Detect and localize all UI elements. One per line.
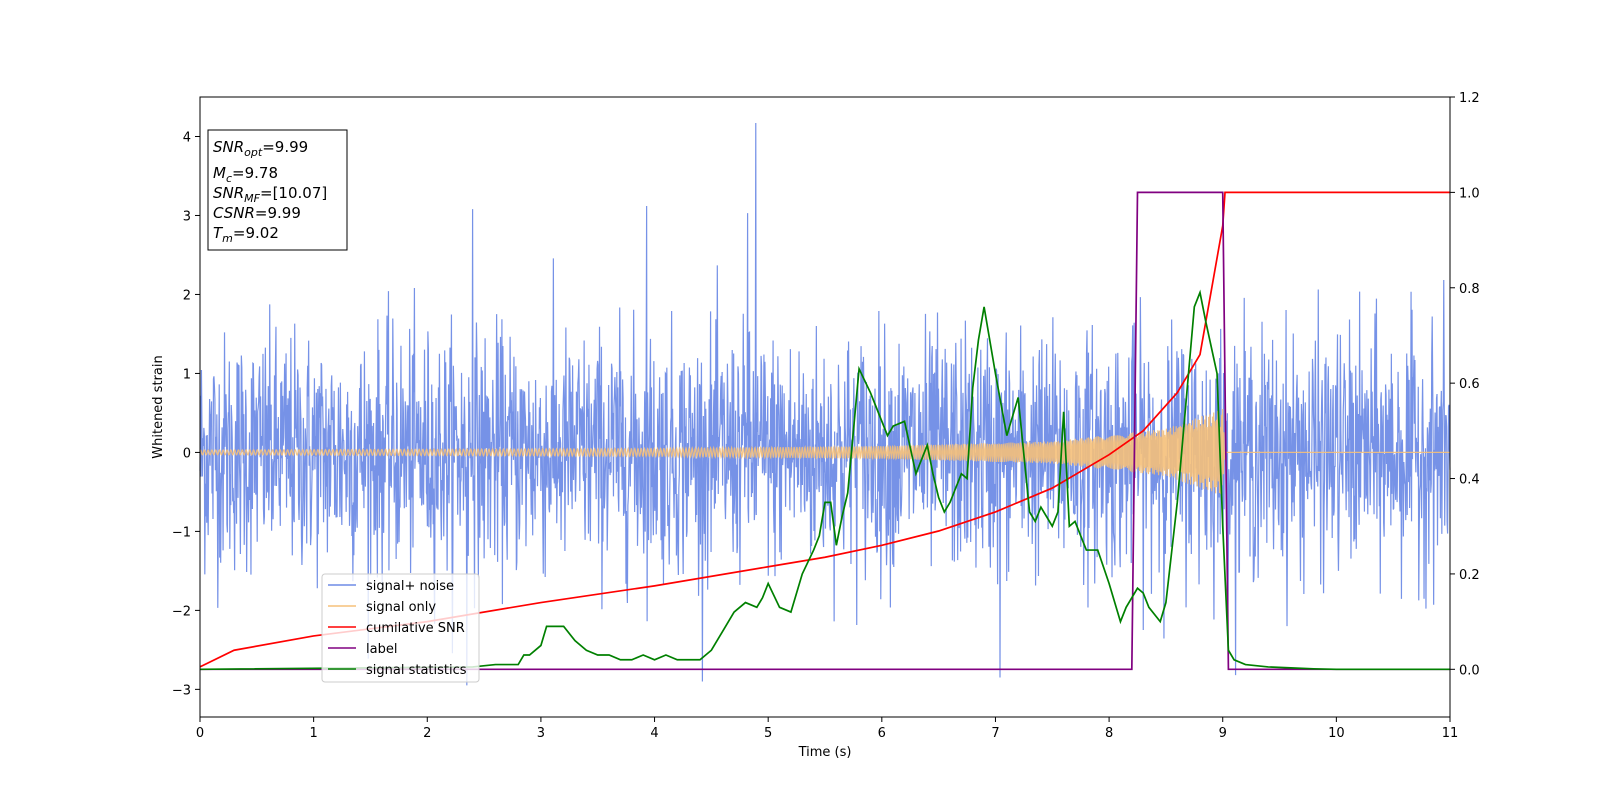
x-tick-label: 8: [1105, 726, 1113, 741]
y-tick-label: 4: [183, 130, 191, 145]
x-tick-label: 1: [309, 726, 317, 741]
x-tick-label: 5: [764, 726, 772, 741]
x-axis-label: Time (s): [798, 745, 852, 760]
legend-label-signal-only: signal only: [366, 600, 436, 615]
info-csnr-val: =9.99: [255, 204, 301, 222]
series-signal-noise: [199, 123, 1451, 686]
legend-label-cumulative-snr: cumilative SNR: [366, 621, 465, 636]
info-csnr: CSNR=9.99: [213, 204, 301, 222]
y2-tick-label: 0.2: [1459, 568, 1480, 583]
x-tick-label: 4: [650, 726, 658, 741]
info-mc-sym: M: [213, 164, 226, 182]
y-tick-label: 3: [183, 209, 191, 224]
info-tm-sub: m: [222, 232, 233, 245]
y-tick-label: −2: [172, 604, 191, 619]
info-snr-opt-sub: opt: [244, 146, 263, 159]
series-signal-only: [199, 409, 1450, 495]
info-snr-mf-sub: MF: [244, 192, 260, 205]
x-tick-label: 3: [537, 726, 545, 741]
x-tick-label: 9: [1219, 726, 1227, 741]
series-signal-statistics: [199, 289, 1450, 671]
x-tick-label: 11: [1442, 726, 1459, 741]
legend: signal+ noise signal only cumilative SNR…: [321, 573, 480, 683]
info-snr-mf-val: =[10.07]: [260, 184, 327, 202]
info-snr-mf: SNRMF=[10.07]: [213, 184, 327, 205]
y-tick-label: 1: [183, 367, 191, 382]
x-tick-label: 6: [878, 726, 886, 741]
info-tm-val: =9.02: [233, 224, 279, 242]
y2-tick-label: 0.6: [1459, 377, 1480, 392]
info-mc-sub: c: [226, 172, 232, 185]
info-snr-opt: SNRopt=9.99: [213, 138, 308, 159]
info-mc-val: =9.78: [232, 164, 278, 182]
y-tick-label: −3: [172, 683, 191, 698]
x-tick-label: 2: [423, 726, 431, 741]
info-box-frame: [207, 129, 348, 251]
legend-label-label: label: [366, 642, 397, 657]
x-tick-label: 0: [196, 726, 204, 741]
legend-label-signal-noise: signal+ noise: [366, 579, 454, 594]
info-tm-sym: T: [213, 224, 224, 242]
info-snr-mf-sym: SNR: [213, 184, 244, 202]
x-tick-label: 7: [991, 726, 999, 741]
info-box: SNRopt=9.99 Mc=9.78 SNRMF=[10.07] CSNR=9…: [207, 129, 348, 251]
x-tick-label: 10: [1328, 726, 1345, 741]
y-tick-label: −1: [172, 525, 191, 540]
y2-tick-label: 1.0: [1459, 186, 1480, 201]
y2-tick-label: 0.8: [1459, 282, 1480, 297]
info-csnr-sym: CSNR: [213, 204, 255, 222]
legend-frame: [321, 573, 480, 683]
y-tick-label: 0: [183, 446, 191, 461]
y2-tick-label: 1.2: [1459, 91, 1480, 106]
y2-tick-label: 0.4: [1459, 473, 1480, 488]
y2-tick-label: 0.0: [1459, 663, 1480, 678]
info-snr-opt-sym: SNR: [213, 138, 244, 156]
info-tm: Tm=9.02: [213, 224, 279, 245]
y-tick-label: 2: [183, 288, 191, 303]
legend-label-signal-statistics: signal statistics: [366, 663, 467, 678]
plot-frame: [199, 96, 1451, 718]
info-snr-opt-val: =9.99: [262, 138, 308, 156]
y-axis-label: Whitened strain: [151, 355, 166, 458]
series-label: [200, 191, 1450, 671]
info-mc: Mc=9.78: [213, 164, 278, 185]
